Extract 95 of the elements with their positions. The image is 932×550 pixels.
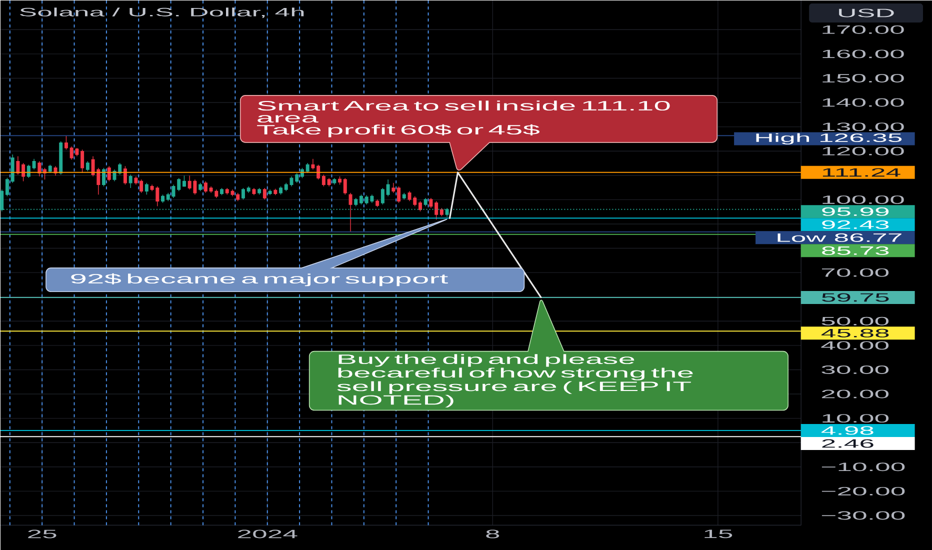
candlestick: [354, 198, 358, 206]
candlestick: [236, 192, 240, 202]
candlestick: [322, 174, 326, 187]
candlestick: [140, 179, 144, 194]
y-tick-label: 40.00: [821, 341, 889, 350]
y-tick-label: −20.00: [822, 486, 905, 496]
candlestick: [338, 176, 342, 185]
candlestick: [177, 178, 181, 192]
y-tick-label: 10.00: [822, 414, 889, 422]
candlestick: [386, 179, 390, 197]
candlestick: [284, 182, 288, 192]
candlestick: [225, 188, 229, 195]
annotation: Take profit 60$ or 45$: [257, 124, 540, 138]
candlestick: [230, 189, 234, 197]
candlestick: [10, 154, 14, 184]
x-tick-label: 15: [704, 530, 732, 538]
candlestick: [327, 178, 331, 187]
candlestick: [424, 198, 428, 206]
y-tick-label: 50.00: [822, 316, 889, 326]
candlestick: [376, 199, 380, 208]
candlestick: [182, 175, 186, 188]
candlestick: [86, 160, 90, 172]
x-tick-label: 8: [486, 530, 500, 538]
candlestick: [392, 182, 396, 194]
candlestick: [102, 167, 106, 187]
candlestick: [402, 192, 406, 200]
candlestick: [440, 208, 444, 216]
y-tick-label: 20.00: [822, 390, 889, 398]
ref-line-label: 95.99: [822, 207, 889, 216]
candlestick: [429, 198, 433, 208]
candlestick: [204, 180, 208, 194]
y-tick-label: 140.00: [822, 98, 904, 107]
candlestick: [144, 182, 148, 195]
candlestick: [80, 149, 84, 174]
candlestick: [107, 166, 111, 182]
candlestick: [123, 166, 127, 185]
candlestick: [268, 189, 272, 196]
annotation: Smart Area to sell inside 111.10 area: [258, 100, 670, 122]
candlestick: [246, 186, 250, 194]
ref-line-label: 85.73: [822, 246, 889, 255]
candlestick: [274, 188, 278, 196]
y-tick-label: −10.00: [822, 462, 905, 472]
ref-line-label: 2.46: [822, 439, 874, 448]
candlestick: [48, 164, 52, 174]
annotation: Buy the dip and please becareful of how strong the sell pressure are ( KEEP IT NOTED): [337, 354, 693, 408]
candlestick: [258, 188, 262, 195]
candlestick: [220, 188, 224, 196]
ref-line-label: 59.75: [822, 293, 889, 302]
candlestick: [316, 164, 320, 180]
candlestick: [306, 162, 310, 174]
candlestick: [16, 156, 20, 175]
candlestick: [290, 176, 294, 187]
x-tick-label: 2024: [238, 530, 298, 538]
ref-line-label: 4.98: [821, 426, 874, 435]
candlestick: [311, 158, 315, 170]
ref-line-label: 45.88: [821, 328, 889, 338]
y-tick-label: 100.00: [822, 195, 904, 204]
y-axis-title: USD: [839, 8, 894, 18]
y-tick-label: 30.00: [822, 365, 889, 374]
candlestick: [418, 200, 422, 212]
candlestick: [241, 188, 245, 200]
annotation: 92$ became a major support: [71, 273, 448, 286]
y-tick-label: 170.00: [822, 25, 904, 34]
y-tick-label: 120.00: [822, 146, 904, 156]
candlestick: [380, 188, 384, 205]
y-tick-label: 160.00: [822, 50, 904, 58]
candlestick: [348, 192, 352, 232]
ref-line-label: High 126.35: [756, 133, 902, 144]
candlestick: [279, 186, 283, 195]
x-tick-label: 25: [28, 530, 56, 538]
ref-line-label: 92.43: [822, 220, 889, 229]
y-tick-label: 70.00: [822, 268, 889, 277]
candlestick: [198, 182, 202, 192]
candlestick: [5, 177, 9, 197]
candlestick: [161, 194, 165, 204]
candlestick: [332, 178, 336, 185]
candlestick: [38, 160, 42, 177]
candlestick: [128, 174, 132, 188]
candlestick: [397, 186, 401, 204]
ref-line-label: Low 86.77: [778, 233, 902, 242]
candlestick: [359, 194, 363, 205]
candlestick: [434, 200, 438, 220]
candlestick: [295, 172, 299, 184]
candlestick: [59, 140, 63, 175]
candlestick: [134, 176, 138, 185]
y-tick-label: 130.00: [822, 122, 904, 131]
y-tick-label: 150.00: [822, 74, 904, 82]
candlestick: [252, 188, 256, 196]
candlestick: [343, 178, 347, 195]
text: Solana / U.S. Dollar, 4h: [20, 8, 304, 18]
y-tick-label: −30.00: [822, 511, 905, 520]
ref-line-label: 111.24: [822, 168, 900, 176]
candlestick: [32, 158, 36, 170]
candlestick: [64, 135, 68, 150]
candlestick: [262, 188, 266, 200]
